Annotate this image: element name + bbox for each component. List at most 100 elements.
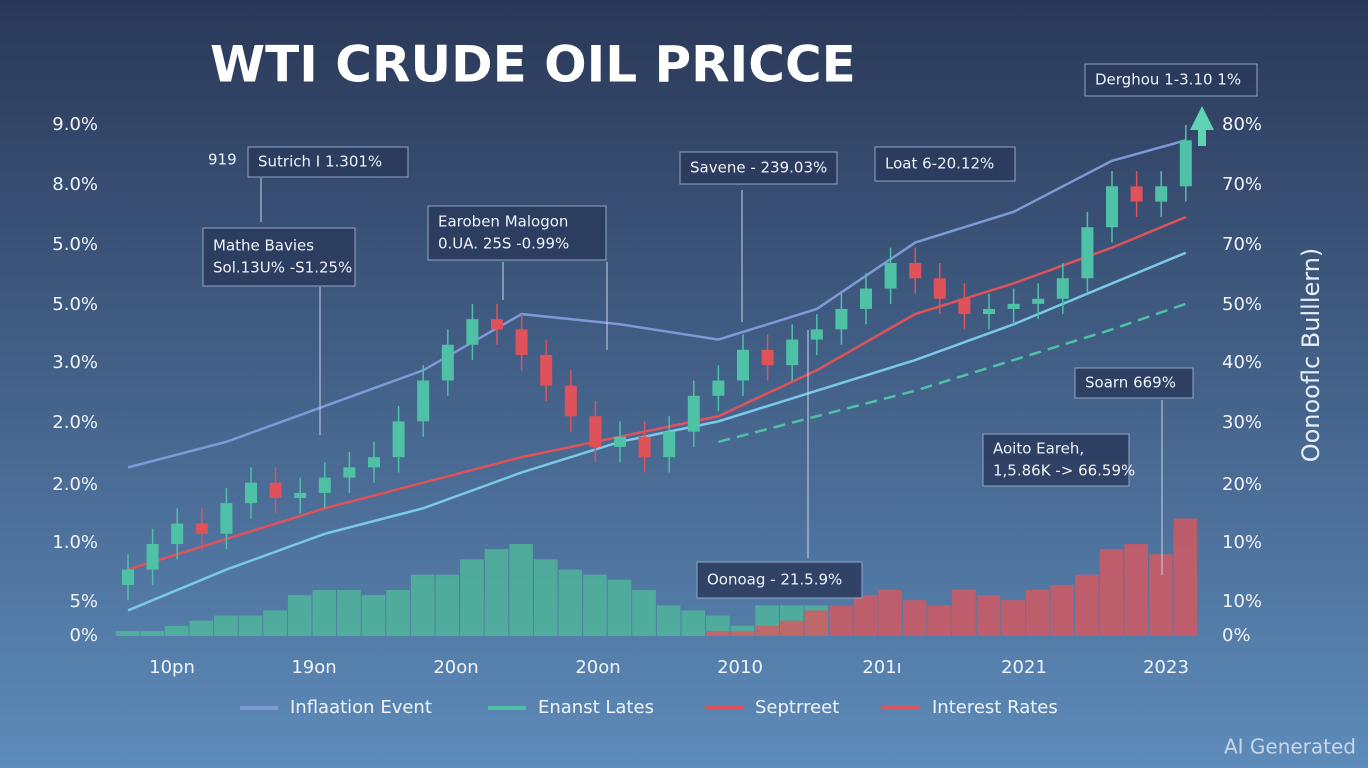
candle-body <box>933 278 946 299</box>
volume-bar <box>1124 544 1148 636</box>
candle-body <box>1081 227 1094 279</box>
y-tick-label: 5.0% <box>52 234 98 255</box>
y2-tick-label: 30% <box>1222 412 1262 433</box>
volume-bar <box>164 625 189 636</box>
volume-bar <box>878 590 902 636</box>
legend-label: Septrreet <box>755 697 839 718</box>
volume-bar <box>927 605 952 636</box>
annotation-text: Sol.13U% -S1.25% <box>213 259 352 277</box>
candle-body <box>564 385 577 417</box>
series-line <box>127 139 1187 469</box>
candle-body <box>417 380 430 422</box>
volume-bar <box>312 590 337 636</box>
candle-body <box>441 344 454 381</box>
legend-label: Enanst Lates <box>538 697 654 718</box>
x-tick-label: 2010 <box>717 657 763 678</box>
x-tick-label: 20on <box>575 657 620 678</box>
up-arrow <box>1190 106 1214 146</box>
candle-body <box>638 436 651 458</box>
x-tick-label: 2021 <box>1001 657 1047 678</box>
candle-body <box>810 329 823 340</box>
volume-bar <box>361 595 386 636</box>
volume-bar <box>263 610 287 636</box>
candle-body <box>466 319 479 345</box>
volume-bar <box>1075 574 1099 636</box>
y2-tick-label: 80% <box>1222 114 1262 135</box>
series-line <box>718 302 1187 444</box>
annotation-box <box>696 561 863 599</box>
volume-bar <box>632 590 656 636</box>
annotation-text: Soarn 669% <box>1085 374 1176 392</box>
candle-body <box>835 308 848 330</box>
volume-bar <box>829 605 853 636</box>
volume-bar <box>287 595 312 636</box>
annotation-text: Earoben Malogon <box>438 213 568 231</box>
candle-body <box>392 421 405 458</box>
candle-body <box>1032 298 1045 304</box>
volume-bar <box>583 574 607 636</box>
y-tick-label: 0% <box>69 625 98 646</box>
y2-tick-label: 70% <box>1222 234 1262 255</box>
candle-body <box>146 544 159 570</box>
candle-body <box>1106 186 1118 228</box>
candle-body <box>220 503 233 534</box>
y-tick-label: 2.0% <box>52 474 98 495</box>
candle-body <box>663 431 676 458</box>
x-tick-label: 10pn <box>149 657 195 678</box>
x-tick-label: 201ı <box>862 657 901 678</box>
volume-bar <box>779 620 804 636</box>
candle-body <box>983 308 995 315</box>
volume-bar <box>902 600 927 636</box>
annotation-text: 919 <box>208 151 237 169</box>
chart-title: WTI CRUDE OIL PRICCE <box>210 36 856 94</box>
volume-bar <box>484 549 509 636</box>
candle-body <box>1056 278 1069 299</box>
candle-body <box>687 395 700 432</box>
annotation-box <box>427 205 607 261</box>
volume-bar <box>1001 600 1025 636</box>
volume-bar <box>1099 549 1124 636</box>
y-tick-label: 1.0% <box>52 532 98 553</box>
volume-bar <box>656 605 681 636</box>
candle-body <box>269 482 282 499</box>
volume-bar <box>410 574 435 636</box>
candle-body <box>368 457 380 468</box>
volume-bar <box>337 590 361 636</box>
candle-body <box>1007 303 1020 309</box>
candle-body <box>1155 186 1168 202</box>
annotation-text: 0.UA. 25S -0.99% <box>438 235 569 253</box>
y-tick-label: 5.0% <box>52 294 98 315</box>
y2-tick-label: 0% <box>1222 625 1251 646</box>
annotation-box <box>874 146 1016 182</box>
volume-bar <box>853 595 878 636</box>
y2-tick-label: 50% <box>1222 294 1262 315</box>
candle-body <box>1130 186 1143 202</box>
candle-body <box>761 349 774 366</box>
volume-bar <box>607 579 632 636</box>
volume-bar <box>533 559 558 636</box>
candle-body <box>786 339 799 366</box>
candle-body <box>614 436 626 447</box>
volume-bar <box>460 559 484 636</box>
volume-bar <box>730 630 755 636</box>
volume-bar <box>1173 518 1198 636</box>
volume-bar <box>115 630 140 636</box>
volume-bar <box>755 625 779 636</box>
volume-bar <box>681 610 706 636</box>
candle-body <box>884 262 897 289</box>
volume-bar <box>706 630 730 636</box>
annotation-box <box>1084 63 1258 97</box>
candle-body <box>491 319 503 330</box>
candle-body <box>171 523 184 545</box>
volume-bar <box>804 610 829 636</box>
candle-body <box>515 329 528 355</box>
annotation-text: Sutrich I 1.301% <box>258 153 382 171</box>
y-tick-label: 8.0% <box>52 174 98 195</box>
volume-bar <box>189 620 214 636</box>
volume-bar <box>558 569 583 636</box>
x-tick-label: 19on <box>291 657 336 678</box>
candle-body <box>712 380 725 396</box>
candle-body <box>958 298 971 315</box>
y2-tick-label: 40% <box>1222 352 1262 373</box>
annotation-text: Aoito Eareh, <box>993 440 1084 458</box>
